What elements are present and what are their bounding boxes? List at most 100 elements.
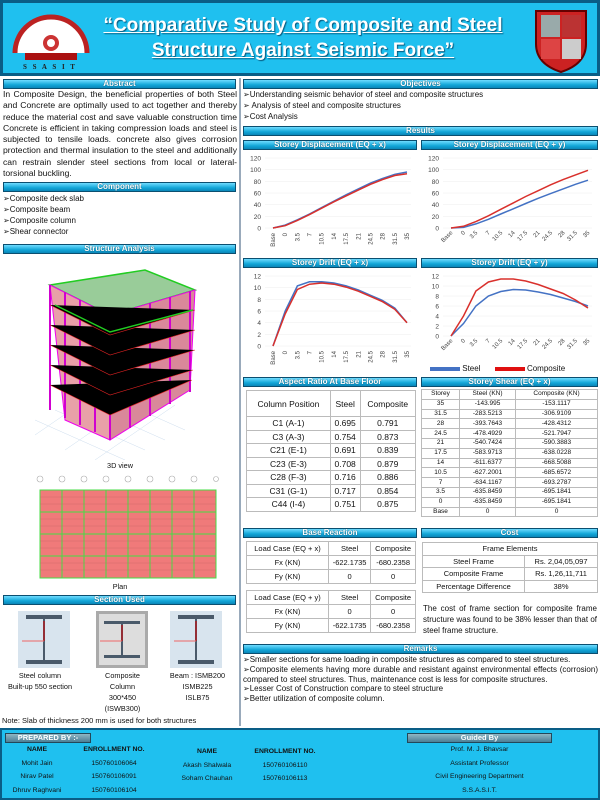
table-row: Fy (KN) -622.1735 -680.2358 bbox=[246, 618, 416, 633]
group2-names: NAME Akash Shalwala Soham Chauhan bbox=[172, 745, 242, 786]
x-tick-label: 35 bbox=[405, 232, 411, 239]
table-cell: 0 bbox=[459, 506, 517, 518]
university-crest-logo bbox=[531, 6, 591, 74]
y-tick-label: 10 bbox=[432, 284, 440, 291]
table-cell: C1 (A-1) bbox=[246, 416, 331, 431]
caption-line: (ISWB300) bbox=[104, 704, 141, 713]
table-header-row: Column Position Steel Composite bbox=[246, 390, 416, 417]
table-cell: -638.0228 bbox=[515, 447, 598, 459]
x-tick-label: 7 bbox=[308, 350, 314, 354]
table-row: Steel Frame Rs. 2,04,05,097 bbox=[421, 554, 598, 568]
x-tick-label: 3.5 bbox=[469, 230, 480, 241]
table-cell: 0.691 bbox=[329, 443, 361, 458]
table-row: Composite Frame Rs. 1,26,11,711 bbox=[421, 567, 598, 581]
x-tick-label: 14 bbox=[508, 338, 517, 347]
objectives-list: ➢Understanding seismic behavior of steel… bbox=[243, 89, 598, 122]
table-cell: -622.1735 bbox=[327, 555, 372, 570]
poster-header: S S A S I T “Comparative Study of Compos… bbox=[0, 0, 600, 76]
y-tick-label: 60 bbox=[254, 191, 262, 198]
component-item: ➢Composite deck slab bbox=[3, 194, 84, 203]
table-cell: -685.6572 bbox=[515, 467, 598, 479]
table-cell: Rs. 1,26,11,711 bbox=[524, 567, 598, 581]
y-tick-label: 100 bbox=[428, 167, 439, 174]
table-row: C44 (I-4) 0.751 0.875 bbox=[246, 497, 416, 512]
table-cell: Fx (KN) bbox=[246, 604, 329, 619]
guide-details: Prof. M. J. Bhavsar Assistant Professor Ci… bbox=[402, 743, 557, 797]
table-cell: 0 bbox=[327, 569, 372, 584]
y-tick-label: 20 bbox=[432, 214, 440, 221]
group2-enrollments: ENROLLMENT NO. 150760106110 150760106113 bbox=[245, 745, 325, 786]
objective-item: ➢Understanding seismic behavior of steel… bbox=[243, 90, 484, 99]
x-tick-label: 21 bbox=[533, 338, 542, 347]
3d-view-image bbox=[34, 260, 210, 461]
x-tick-label: 3.5 bbox=[469, 338, 480, 349]
table-cell: C23 (E-3) bbox=[246, 456, 331, 471]
column-header: Composite bbox=[370, 590, 416, 605]
legend-swatch-steel bbox=[430, 366, 460, 371]
student-name: Nirav Patel bbox=[20, 773, 54, 780]
caption-line: Steel column bbox=[18, 671, 62, 680]
x-tick-label: 28 bbox=[558, 230, 567, 239]
table-cell: 3.5 bbox=[420, 486, 461, 498]
beam-caption: Beam : ISMB200 ISMB225 ISLB75 bbox=[160, 670, 235, 703]
table-cell: 0.875 bbox=[359, 497, 416, 512]
y-tick-label: 12 bbox=[432, 274, 440, 281]
table-cell: -478.4929 bbox=[459, 428, 517, 439]
remark-item: ➢Composite elements having more durable … bbox=[243, 664, 598, 684]
x-tick-label: 35 bbox=[582, 338, 591, 347]
structure-analysis-heading: Structure Analysis bbox=[3, 244, 236, 254]
y-tick-label: 0 bbox=[257, 226, 261, 233]
table-cell: Fy (KN) bbox=[246, 569, 329, 584]
cost-table-title: Frame Elements bbox=[422, 542, 598, 556]
table-cell: Percentage Difference bbox=[421, 579, 526, 593]
column-header: Load Case (EQ + y) bbox=[246, 590, 329, 605]
x-tick-label: 10.5 bbox=[320, 350, 326, 362]
y-tick-label: 40 bbox=[432, 202, 440, 209]
x-tick-label: Base bbox=[440, 338, 454, 352]
slab-note: Note: Slab of thickness 200 mm is used f… bbox=[2, 716, 197, 725]
y-tick-label: 6 bbox=[435, 304, 439, 311]
guide-line: Civil Engineering Department bbox=[435, 773, 524, 780]
table-row: C28 (F-3) 0.716 0.886 bbox=[246, 470, 416, 485]
base-reaction-heading: Base Reaction bbox=[243, 528, 417, 538]
table-cell: -521.7947 bbox=[515, 428, 598, 439]
chart-title-displacement-y: Storey Displacement (EQ + y) bbox=[421, 140, 598, 150]
column-header: Load Case (EQ + x) bbox=[246, 541, 329, 556]
3d-view-caption: 3D view bbox=[107, 461, 133, 470]
caption-line: Composite bbox=[105, 671, 140, 680]
aspect-ratio-heading: Aspect Ratio At Base Floor bbox=[243, 377, 417, 387]
guide-line: S.S.A.S.I.T. bbox=[462, 786, 497, 794]
abstract-text: In Composite Design, the beneficial prop… bbox=[3, 89, 237, 179]
table-cell: Fx (KN) bbox=[246, 555, 329, 570]
caption-line: Beam : ISMB200 bbox=[169, 671, 226, 680]
x-tick-label: 17.5 bbox=[344, 232, 350, 244]
column-header: Composite bbox=[359, 390, 416, 417]
storey-shear-heading: Storey Shear (EQ + x) bbox=[421, 377, 598, 387]
x-tick-label: 35 bbox=[405, 350, 411, 357]
table-cell: 38% bbox=[524, 579, 598, 593]
table-cell: -540.7424 bbox=[459, 437, 517, 449]
x-tick-label: 0 bbox=[283, 350, 289, 354]
chart-title-drift-x: Storey Drift (EQ + x) bbox=[243, 258, 417, 268]
x-tick-label: 31.5 bbox=[566, 338, 579, 351]
enrollment-header: ENROLLMENT NO. bbox=[83, 746, 145, 753]
table-row: Percentage Difference 38% bbox=[421, 579, 598, 593]
table-row: 3.5 -635.8459 -695.1841 bbox=[420, 486, 598, 498]
student-name: Dhruv Raghvani bbox=[12, 786, 62, 794]
table-cell: 0.695 bbox=[329, 416, 361, 431]
y-tick-label: 8 bbox=[435, 294, 439, 301]
table-cell: -283.5213 bbox=[459, 408, 517, 420]
y-tick-label: 8 bbox=[257, 297, 261, 304]
y-tick-label: 4 bbox=[435, 314, 439, 321]
y-tick-label: 0 bbox=[435, 226, 439, 233]
prepared-by-label: PREPARED BY :- bbox=[5, 733, 91, 743]
table-cell: C44 (I-4) bbox=[246, 497, 331, 512]
x-tick-label: 24.5 bbox=[368, 350, 374, 362]
table-row: 0 -635.8459 -695.1841 bbox=[420, 496, 598, 508]
objective-item: ➢ Analysis of steel and composite struct… bbox=[243, 101, 401, 110]
remark-item: ➢Smaller sections for same loading in co… bbox=[243, 655, 571, 664]
plan-caption: Plan bbox=[112, 582, 128, 591]
table-cell: -627.2001 bbox=[459, 467, 517, 479]
table-header-row: Storey Steel (KN) Composite (KN) bbox=[420, 389, 598, 400]
